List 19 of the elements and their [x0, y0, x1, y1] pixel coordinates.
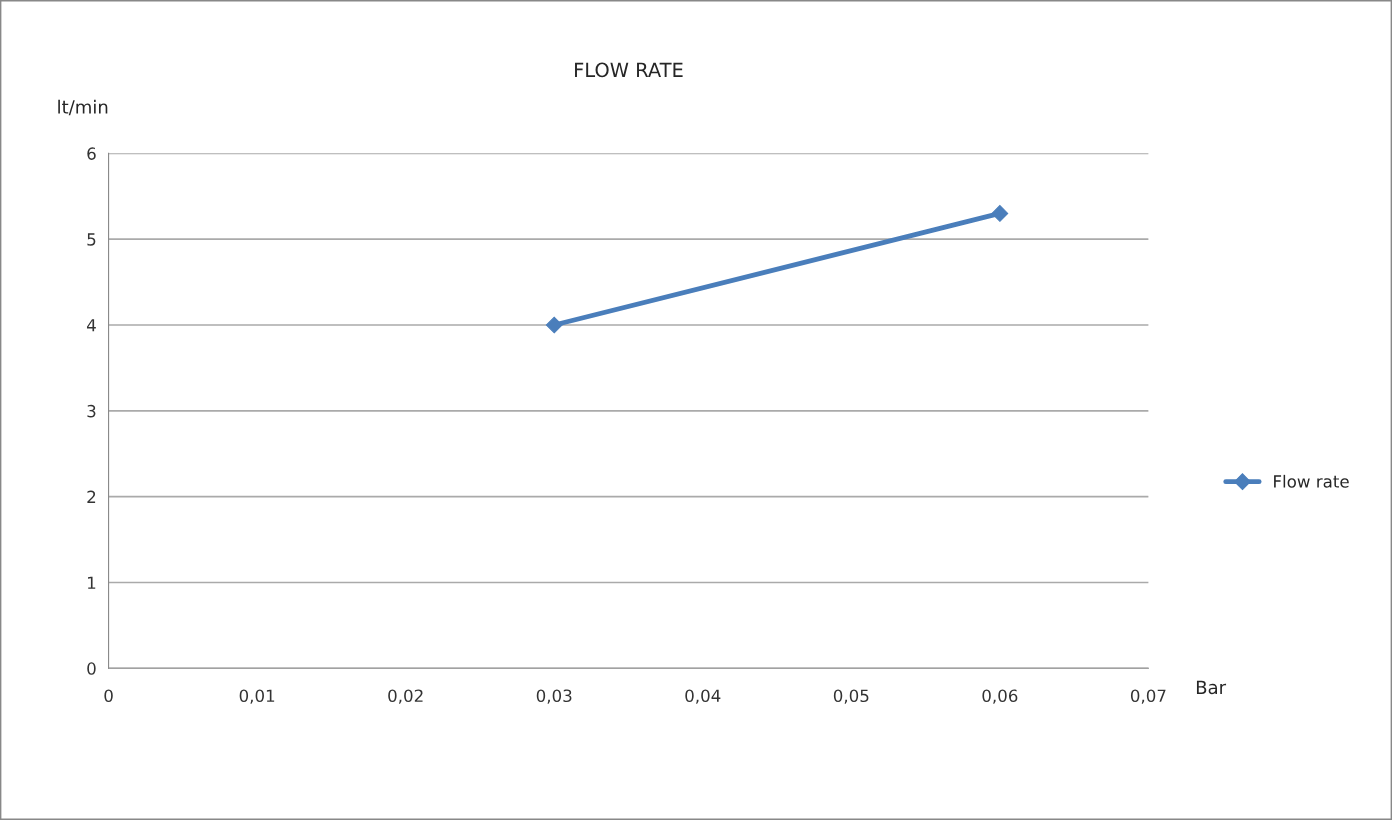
y-tick-label: 0 — [87, 662, 96, 675]
x-tick-label: 0,04 — [685, 689, 721, 704]
y-axis-title: lt/min — [58, 99, 108, 116]
y-tick-label: 2 — [87, 490, 96, 503]
x-tick-label: 0,02 — [388, 689, 423, 704]
y-tick-label: 3 — [87, 404, 96, 418]
y-tick-label: 6 — [87, 147, 96, 160]
chart-title: FLOW RATE — [575, 62, 683, 78]
y-tick-label: 4 — [86, 319, 96, 332]
x-tick-label: 0,03 — [536, 689, 572, 704]
x-tick-label: 0 — [104, 689, 113, 703]
y-tick-label: 5 — [87, 233, 96, 246]
x-tick-label: 0,07 — [1130, 689, 1166, 704]
legend-label: Flow rate — [1274, 474, 1349, 488]
x-tick-label: 0,05 — [833, 689, 869, 704]
x-tick-label: 0,01 — [239, 689, 275, 704]
x-axis-title: Bar — [1196, 680, 1227, 695]
y-tick-label: 1 — [88, 576, 96, 589]
x-tick-label: 0,06 — [982, 689, 1018, 704]
